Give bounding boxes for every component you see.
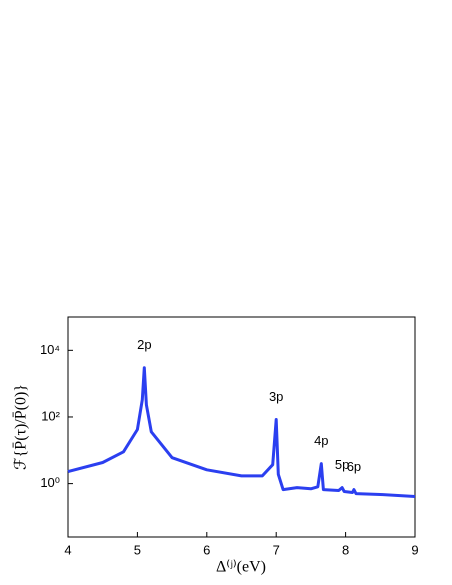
annotation: 2p (137, 337, 151, 352)
x-tick-label: 6 (203, 542, 210, 557)
y-tick-label: 10² (41, 408, 60, 423)
x-tick-label: 7 (273, 542, 280, 557)
x-tick-label: 4 (64, 542, 71, 557)
y-tick-label: 10⁰ (40, 475, 60, 490)
x-tick-label: 5 (134, 542, 141, 557)
annotation: 4p (314, 433, 328, 448)
annotation: 3p (269, 389, 283, 404)
x-axis-label: Δ⁽ʲ⁾(eV) (216, 559, 266, 576)
annotation: 5p (335, 457, 349, 472)
annotation: 6p (347, 459, 361, 474)
y-axis-label: ℱ{P̄(τ)/P̄(0)} (13, 384, 30, 470)
x-tick-label: 9 (411, 542, 418, 557)
y-tick-label: 10⁴ (40, 342, 60, 357)
line (67, 366, 416, 498)
plot-frame (67, 316, 416, 538)
x-tick-label: 8 (342, 542, 349, 557)
